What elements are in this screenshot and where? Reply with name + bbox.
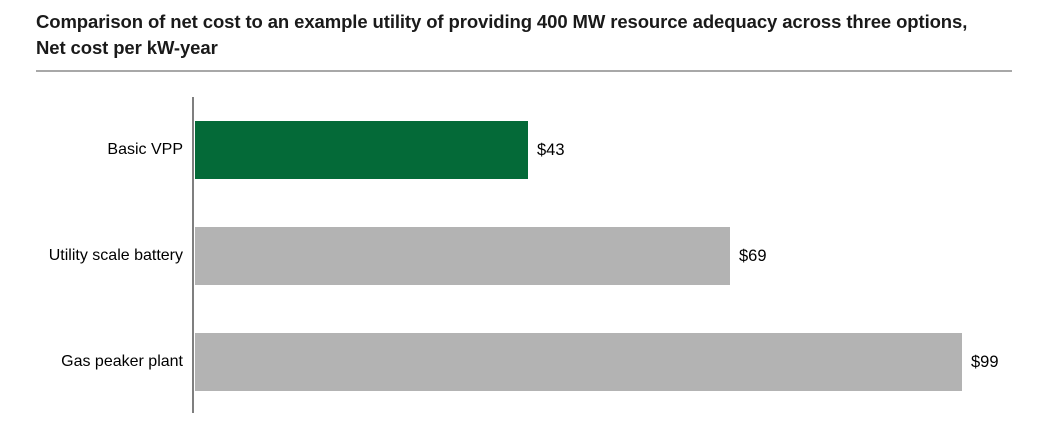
title-rule-divider (36, 70, 1012, 72)
category-label-utility-scale-battery: Utility scale battery (48, 247, 183, 264)
chart-title: Comparison of net cost to an example uti… (36, 11, 968, 58)
category-label-basic-vpp: Basic VPP (107, 141, 183, 158)
bar-row-gas-peaker-plant: Gas peaker plant $99 (0, 333, 1060, 391)
bar-basic-vpp (195, 121, 528, 179)
value-label-utility-scale-battery: $69 (739, 246, 767, 265)
category-label-gas-peaker-plant: Gas peaker plant (61, 353, 183, 370)
y-axis-line (192, 97, 194, 413)
value-label-gas-peaker-plant: $99 (971, 352, 999, 371)
value-label-basic-vpp: $43 (537, 140, 565, 159)
bar-gas-peaker-plant (195, 333, 962, 391)
bar-row-basic-vpp: Basic VPP $43 (0, 121, 1060, 179)
bar-utility-scale-battery (195, 227, 730, 285)
bar-row-utility-scale-battery: Utility scale battery $69 (0, 227, 1060, 285)
